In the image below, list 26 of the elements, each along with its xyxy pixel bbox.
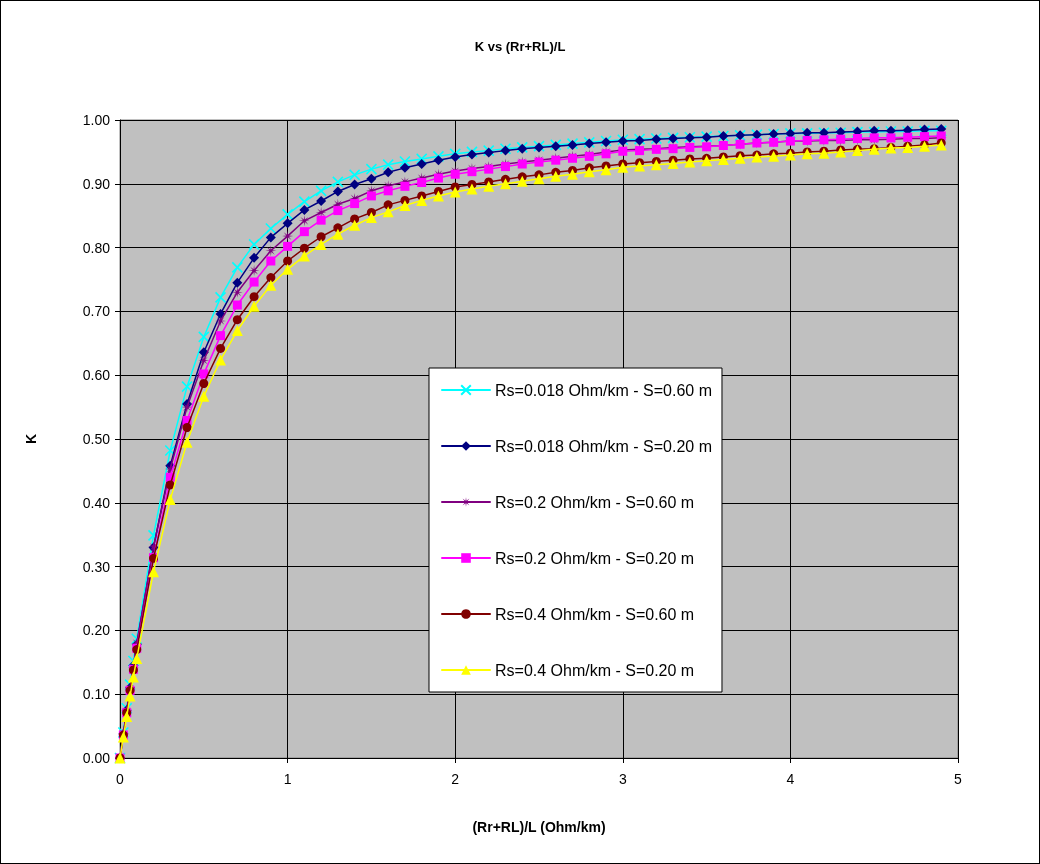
y-tick-label: 0.90 — [82, 175, 111, 192]
x-tick-label: 4 — [786, 771, 795, 787]
x-tick-label: 5 — [954, 771, 963, 787]
y-tick-label: 0.80 — [82, 239, 111, 256]
legend-label: Rs=0.2 Ohm/km - S=0.60 m — [495, 493, 695, 511]
legend-label: Rs=0.018 Ohm/km - S=0.60 m — [495, 381, 712, 399]
x-tick-label: 0 — [116, 771, 125, 787]
x-tick-label: 3 — [618, 771, 627, 787]
x-tick-label: 2 — [451, 771, 460, 787]
x-tick-label: 1 — [283, 771, 292, 787]
y-tick-label: 0.10 — [82, 686, 111, 703]
legend-label: Rs=0.4 Ohm/km - S=0.60 m — [495, 605, 695, 623]
legend-label: Rs=0.2 Ohm/km - S=0.20 m — [495, 549, 695, 567]
x-axis-title: (Rr+RL)/L (Ohm/km) — [472, 819, 606, 835]
legend-label: Rs=0.018 Ohm/km - S=0.20 m — [495, 437, 712, 455]
chart-title: K vs (Rr+RL)/L — [474, 39, 566, 54]
y-tick-label: 0.60 — [82, 367, 111, 384]
y-tick-label: 0.70 — [82, 303, 111, 320]
y-tick-label: 1.00 — [82, 112, 111, 128]
y-tick-label: 0.30 — [82, 558, 111, 575]
legend-label: Rs=0.4 Ohm/km - S=0.20 m — [495, 661, 695, 679]
y-tick-label: 0.40 — [82, 494, 111, 511]
y-tick-label: 0.00 — [82, 750, 111, 766]
y-tick-label: 0.20 — [82, 622, 111, 639]
y-tick-label: 0.50 — [82, 431, 111, 447]
y-axis-title: K — [23, 433, 39, 445]
